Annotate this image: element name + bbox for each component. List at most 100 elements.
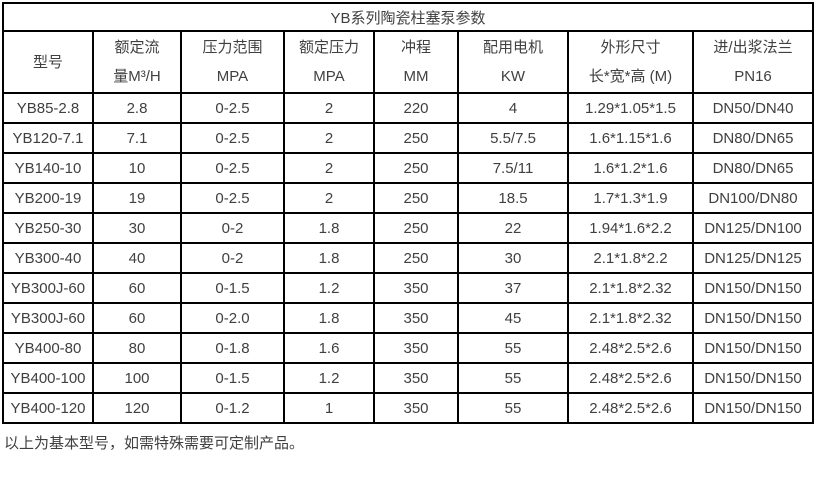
header-line: 外形尺寸 bbox=[600, 39, 661, 56]
cell-rated-pressure: 1.2 bbox=[283, 362, 375, 394]
cell-pressure-range: 0-2.5 bbox=[180, 122, 285, 154]
table-title: YB系列陶瓷柱塞泵参数 bbox=[1, 2, 814, 32]
table-row: YB120-7.1 7.1 0-2.5 2 250 5.5/7.5 1.6*1.… bbox=[2, 122, 814, 154]
table-row: YB400-120 120 0-1.2 1 350 55 2.48*2.5*2.… bbox=[2, 392, 814, 424]
col-stroke-header: 冲程 MM bbox=[373, 30, 459, 94]
cell-rated-pressure: 1.6 bbox=[283, 332, 375, 364]
cell-rated-pressure: 2 bbox=[283, 92, 375, 124]
cell-pressure-range: 0-2.0 bbox=[180, 302, 285, 334]
header-line: 型号 bbox=[32, 53, 63, 71]
cell-model: YB300-40 bbox=[2, 242, 94, 274]
cell-rated-flow: 30 bbox=[92, 212, 182, 244]
table-row: YB300-40 40 0-2 1.8 250 30 2.1*1.8*2.2 D… bbox=[2, 242, 814, 274]
cell-dimensions: 2.1*1.8*2.32 bbox=[567, 302, 694, 334]
table-title-row: YB系列陶瓷柱塞泵参数 bbox=[1, 2, 814, 32]
cell-motor-power: 22 bbox=[457, 212, 569, 244]
cell-rated-pressure: 1.8 bbox=[283, 242, 375, 274]
cell-stroke: 220 bbox=[373, 92, 459, 124]
cell-rated-flow: 10 bbox=[92, 152, 182, 184]
cell-dimensions: 2.1*1.8*2.2 bbox=[567, 242, 694, 274]
header-line: 量M³/H bbox=[113, 68, 161, 85]
footer-note: 以上为基本型号，如需特殊需要可定制产品。 bbox=[4, 435, 305, 452]
cell-flange: DN100/DN80 bbox=[691, 182, 814, 214]
cell-rated-pressure: 1.8 bbox=[283, 212, 375, 244]
cell-model: YB300J-60 bbox=[2, 302, 94, 334]
cell-dimensions: 1.6*1.2*1.6 bbox=[567, 152, 694, 184]
cell-model: YB400-80 bbox=[2, 332, 94, 364]
col-motor-power-header: 配用电机 KW bbox=[457, 30, 569, 94]
header-line: MPA bbox=[216, 68, 249, 85]
cell-dimensions: 1.6*1.15*1.6 bbox=[567, 122, 694, 154]
cell-stroke: 250 bbox=[373, 242, 459, 274]
cell-pressure-range: 0-2.5 bbox=[180, 152, 285, 184]
cell-flange: DN150/DN150 bbox=[691, 332, 814, 364]
header-line: MPA bbox=[313, 68, 345, 85]
cell-pressure-range: 0-1.5 bbox=[180, 272, 285, 304]
cell-rated-flow: 80 bbox=[92, 332, 182, 364]
cell-flange: DN150/DN150 bbox=[691, 392, 814, 424]
cell-motor-power: 5.5/7.5 bbox=[457, 122, 569, 154]
cell-stroke: 350 bbox=[373, 392, 459, 424]
cell-model: YB200-19 bbox=[2, 182, 94, 214]
cell-dimensions: 1.29*1.05*1.5 bbox=[567, 92, 694, 124]
table-header-row: 型号 额定流 量M³/H 压力范围 MPA 额定压力 MPA 冲程 MM bbox=[2, 30, 814, 94]
cell-motor-power: 55 bbox=[457, 392, 569, 424]
table-row: YB400-80 80 0-1.8 1.6 350 55 2.48*2.5*2.… bbox=[2, 332, 814, 364]
col-model-header: 型号 bbox=[2, 30, 94, 94]
cell-pressure-range: 0-1.8 bbox=[180, 332, 285, 364]
cell-rated-flow: 100 bbox=[92, 362, 182, 394]
header-line: 额定流 bbox=[114, 39, 160, 56]
cell-model: YB120-7.1 bbox=[2, 122, 94, 154]
cell-model: YB85-2.8 bbox=[2, 92, 94, 124]
header-line: 压力范围 bbox=[202, 39, 263, 56]
cell-rated-pressure: 1.2 bbox=[283, 272, 375, 304]
cell-stroke: 250 bbox=[373, 152, 459, 184]
header-line: 长*宽*高 (M) bbox=[588, 68, 673, 85]
header-line: 配用电机 bbox=[482, 39, 543, 56]
cell-flange: DN125/DN125 bbox=[691, 242, 814, 274]
table-row: YB85-2.8 2.8 0-2.5 2 220 4 1.29*1.05*1.5… bbox=[2, 92, 814, 124]
cell-stroke: 250 bbox=[373, 182, 459, 214]
cell-rated-pressure: 2 bbox=[283, 182, 375, 214]
cell-flange: DN125/DN100 bbox=[691, 212, 814, 244]
cell-rated-flow: 60 bbox=[92, 302, 182, 334]
header-line: 额定压力 bbox=[298, 39, 359, 56]
cell-rated-pressure: 2 bbox=[283, 122, 375, 154]
cell-rated-flow: 19 bbox=[92, 182, 182, 214]
cell-pressure-range: 0-1.5 bbox=[180, 362, 285, 394]
cell-rated-pressure: 2 bbox=[283, 152, 375, 184]
header-line: KW bbox=[500, 68, 526, 85]
table-row: YB300J-60 60 0-1.5 1.2 350 37 2.1*1.8*2.… bbox=[2, 272, 814, 304]
cell-dimensions: 2.48*2.5*2.6 bbox=[567, 332, 694, 364]
cell-model: YB250-30 bbox=[2, 212, 94, 244]
cell-motor-power: 37 bbox=[457, 272, 569, 304]
cell-flange: DN50/DN40 bbox=[691, 92, 814, 124]
cell-pressure-range: 0-2 bbox=[180, 212, 285, 244]
header-line: PN16 bbox=[734, 68, 772, 85]
cell-pressure-range: 0-2.5 bbox=[180, 92, 285, 124]
cell-motor-power: 55 bbox=[457, 362, 569, 394]
cell-pressure-range: 0-2 bbox=[180, 242, 285, 274]
col-rated-pressure-header: 额定压力 MPA bbox=[283, 30, 375, 94]
header-line: MM bbox=[403, 68, 429, 85]
cell-rated-flow: 120 bbox=[92, 392, 182, 424]
cell-dimensions: 2.48*2.5*2.6 bbox=[567, 362, 694, 394]
cell-model: YB300J-60 bbox=[2, 272, 94, 304]
cell-stroke: 350 bbox=[373, 332, 459, 364]
cell-model: YB140-10 bbox=[2, 152, 94, 184]
col-dimensions-header: 外形尺寸 长*宽*高 (M) bbox=[567, 30, 694, 94]
table-row: YB300J-60 60 0-2.0 1.8 350 45 2.1*1.8*2.… bbox=[2, 302, 814, 334]
cell-dimensions: 2.48*2.5*2.6 bbox=[567, 392, 694, 424]
table-row: YB400-100 100 0-1.5 1.2 350 55 2.48*2.5*… bbox=[2, 362, 814, 394]
cell-stroke: 350 bbox=[373, 302, 459, 334]
cell-dimensions: 1.7*1.3*1.9 bbox=[567, 182, 694, 214]
cell-dimensions: 2.1*1.8*2.32 bbox=[567, 272, 694, 304]
header-line: 进/出浆法兰 bbox=[713, 39, 793, 56]
cell-pressure-range: 0-1.2 bbox=[180, 392, 285, 424]
cell-rated-pressure: 1.8 bbox=[283, 302, 375, 334]
cell-stroke: 250 bbox=[373, 122, 459, 154]
cell-pressure-range: 0-2.5 bbox=[180, 182, 285, 214]
cell-motor-power: 18.5 bbox=[457, 182, 569, 214]
col-pressure-range-header: 压力范围 MPA bbox=[180, 30, 285, 94]
cell-flange: DN150/DN150 bbox=[691, 302, 814, 334]
